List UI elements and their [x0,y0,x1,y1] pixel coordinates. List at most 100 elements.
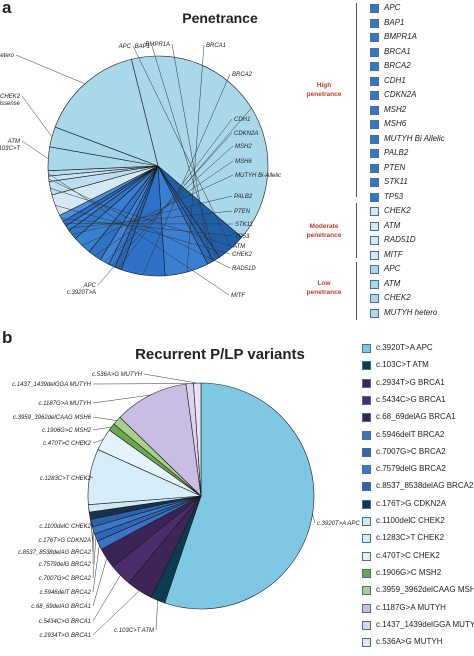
legend-swatch [362,551,371,561]
legend-label: BRCA2 [384,61,411,70]
legend-label: c.7579delG BRCA2 [376,464,446,474]
variants-label-c-1437-1439delgga-mutyh: c.1437_1439delGGA MUTYH [12,382,91,388]
legend-swatch [370,294,379,303]
penetrance-label-stk11: STK11 [235,222,253,228]
legend-label: c.470T>C CHEK2 [376,550,440,560]
legend-swatch [362,395,371,405]
variants-label-c-1283c-t-chek2: c.1283C>T CHEK2 [40,476,92,482]
penetrance-label-chek2-missense: CHEK2missense [0,94,21,107]
variants-leader-c-470t-c-chek2 [92,439,104,444]
legend-swatch [370,76,379,86]
legend-label: c.3959_3962delCAAG MSH6 [376,585,474,595]
legend-label: c.536A>G MUTYH [376,637,443,647]
penetrance-label-mutyh-hetero: MUTYH hetero [0,53,15,59]
variants-label-c-7007g-c-brca2: c.7007G>C BRCA2 [39,576,92,582]
variants-label-c-68-69delag-brca1: c.68_69delAG BRCA1 [31,604,91,610]
penetrance-label-tp53: TP53 [235,234,250,240]
legend-label: BAP1 [384,17,405,27]
variants-leader-c-68-69delag-brca1 [92,558,107,607]
legend-swatch [370,149,379,158]
legend-swatch [370,250,379,260]
variants-label-c-536a-g-mutyh: c.536A>G MUTYH [92,372,143,378]
legend-label: STK11 [384,177,408,186]
legend-label: PTEN [384,162,406,172]
legend-label: PALB2 [384,148,409,157]
legend-label: c.3920T>A APC [376,343,433,352]
legend-swatch [362,534,371,544]
legend-swatch [370,265,379,274]
penetrance-label-chek2: CHEK2 [232,252,253,258]
legend-swatch [370,308,379,318]
legend-swatch [370,178,379,187]
variants-leader-c-7007g-c-brca2 [92,537,97,579]
low-penetrance-label: Low penetrance [306,280,342,296]
legend-swatch [370,236,379,245]
panel-b-letter: b [2,328,13,347]
legend-swatch [362,344,371,353]
legend-label: c.1906G>C MSH2 [376,567,442,577]
variants-label-c-5434c-g-brca1: c.5434C>G BRCA1 [39,619,91,625]
penetrance-leader-mitf [48,173,230,296]
penetrance-leader-bmpr1a [171,43,211,263]
legend-label: CHEK2 [384,293,411,302]
penetrance-label-bap1: BAP1 [135,44,150,50]
legend-label: c.5946delT BRCA2 [376,429,445,439]
legend-label: c.8537_8538delAG BRCA2 [376,481,474,491]
variants-label-c-7579delg-brca2: c.7579delG BRCA2 [39,562,92,568]
legend-swatch [362,603,371,613]
penetrance-leader-atm-c-103c-t [21,140,49,159]
penetrance-label-cdkn2a: CDKN2A [234,131,258,137]
penetrance-legend: APC BAP1 BMPR1A BRCA1 BRCA2 CDH1 CDKN2A MSH2 MSH… [370,2,474,322]
penetrance-label-msh6: MSH6 [235,159,252,165]
penetrance-leader-brca2 [142,73,231,276]
legend-label: c.1187G>A MUTYH [376,602,446,612]
legend-swatch [362,568,371,578]
legend-swatch [370,221,379,231]
penetrance-label-apc: APC [118,44,132,50]
penetrance-leader-chek2 [55,205,231,255]
penetrance-label-apc-c-3920t-a: APC c.3920T>A [67,283,97,296]
penetrance-label-brca2: BRCA2 [232,72,253,78]
legend-swatch [370,91,379,100]
variants-slice-c-536a-g-mutyh [193,382,202,497]
legend-label: MUTYH Bi Allelic [384,133,445,143]
legend-swatch [362,465,371,475]
variants-label-c-1906g-c-msh2: c.1906G>C MSH2 [42,428,92,434]
variants-label-c-8537-8538delag-brca2: c.8537_8538delAG BRCA2 [18,550,92,556]
legend-label: MITF [384,249,403,259]
variants-slice-c-1187g-a-mutyh [119,383,202,497]
variants-leader-c-1187g-a-mutyh [92,394,151,404]
legend-swatch [362,638,371,648]
legend-swatch [362,620,371,630]
penetrance-leader-rad51d [48,178,231,269]
penetrance-leader-chek2-missense [21,95,53,137]
variants-slice-c-3920t-a-apc [164,382,315,610]
moderate-penetrance-brace [356,203,357,258]
legend-label: MSH2 [384,104,407,114]
legend-label: MUTYH hetero [384,307,438,317]
variants-label-c-1187g-a-mutyh: c.1187G>A MUTYH [38,401,91,407]
legend-label: c.1283C>T CHEK2 [376,533,445,543]
legend-label: c.5434C>G BRCA1 [376,394,446,404]
penetrance-label-cdh1: CDH1 [234,117,250,123]
legend-swatch [370,192,379,202]
variants-label-c-470t-c-chek2: c.470T>C CHEK2 [43,441,92,447]
legend-label: c.1437_1439delGGA MUTYH [376,619,474,629]
variants-leader-c-3920t-a-apc [312,514,316,524]
variants-label-c-1100delc-chek2: c.1100delC CHEK2 [39,524,91,530]
penetrance-label-msh2: MSH2 [235,144,252,150]
penetrance-label-atm: ATM [232,244,245,250]
legend-label: c.1100delC CHEK2 [376,516,445,525]
legend-label: RAD51D [384,235,416,244]
legend-label: c.176T>G CDKN2A [376,498,447,508]
legend-label: TP53 [384,191,404,201]
legend-swatch [370,207,379,216]
legend-swatch [370,279,379,289]
variants-label-c-3920t-a-apc: c.3920T>A APC [317,521,360,527]
legend-swatch [362,413,371,423]
penetrance-leader-cdkn2a [111,132,233,266]
variants-leader-c-5434c-g-brca1 [92,575,121,622]
legend-label: MSH6 [384,119,407,128]
variants-leader-c-536a-g-mutyh [143,373,198,384]
